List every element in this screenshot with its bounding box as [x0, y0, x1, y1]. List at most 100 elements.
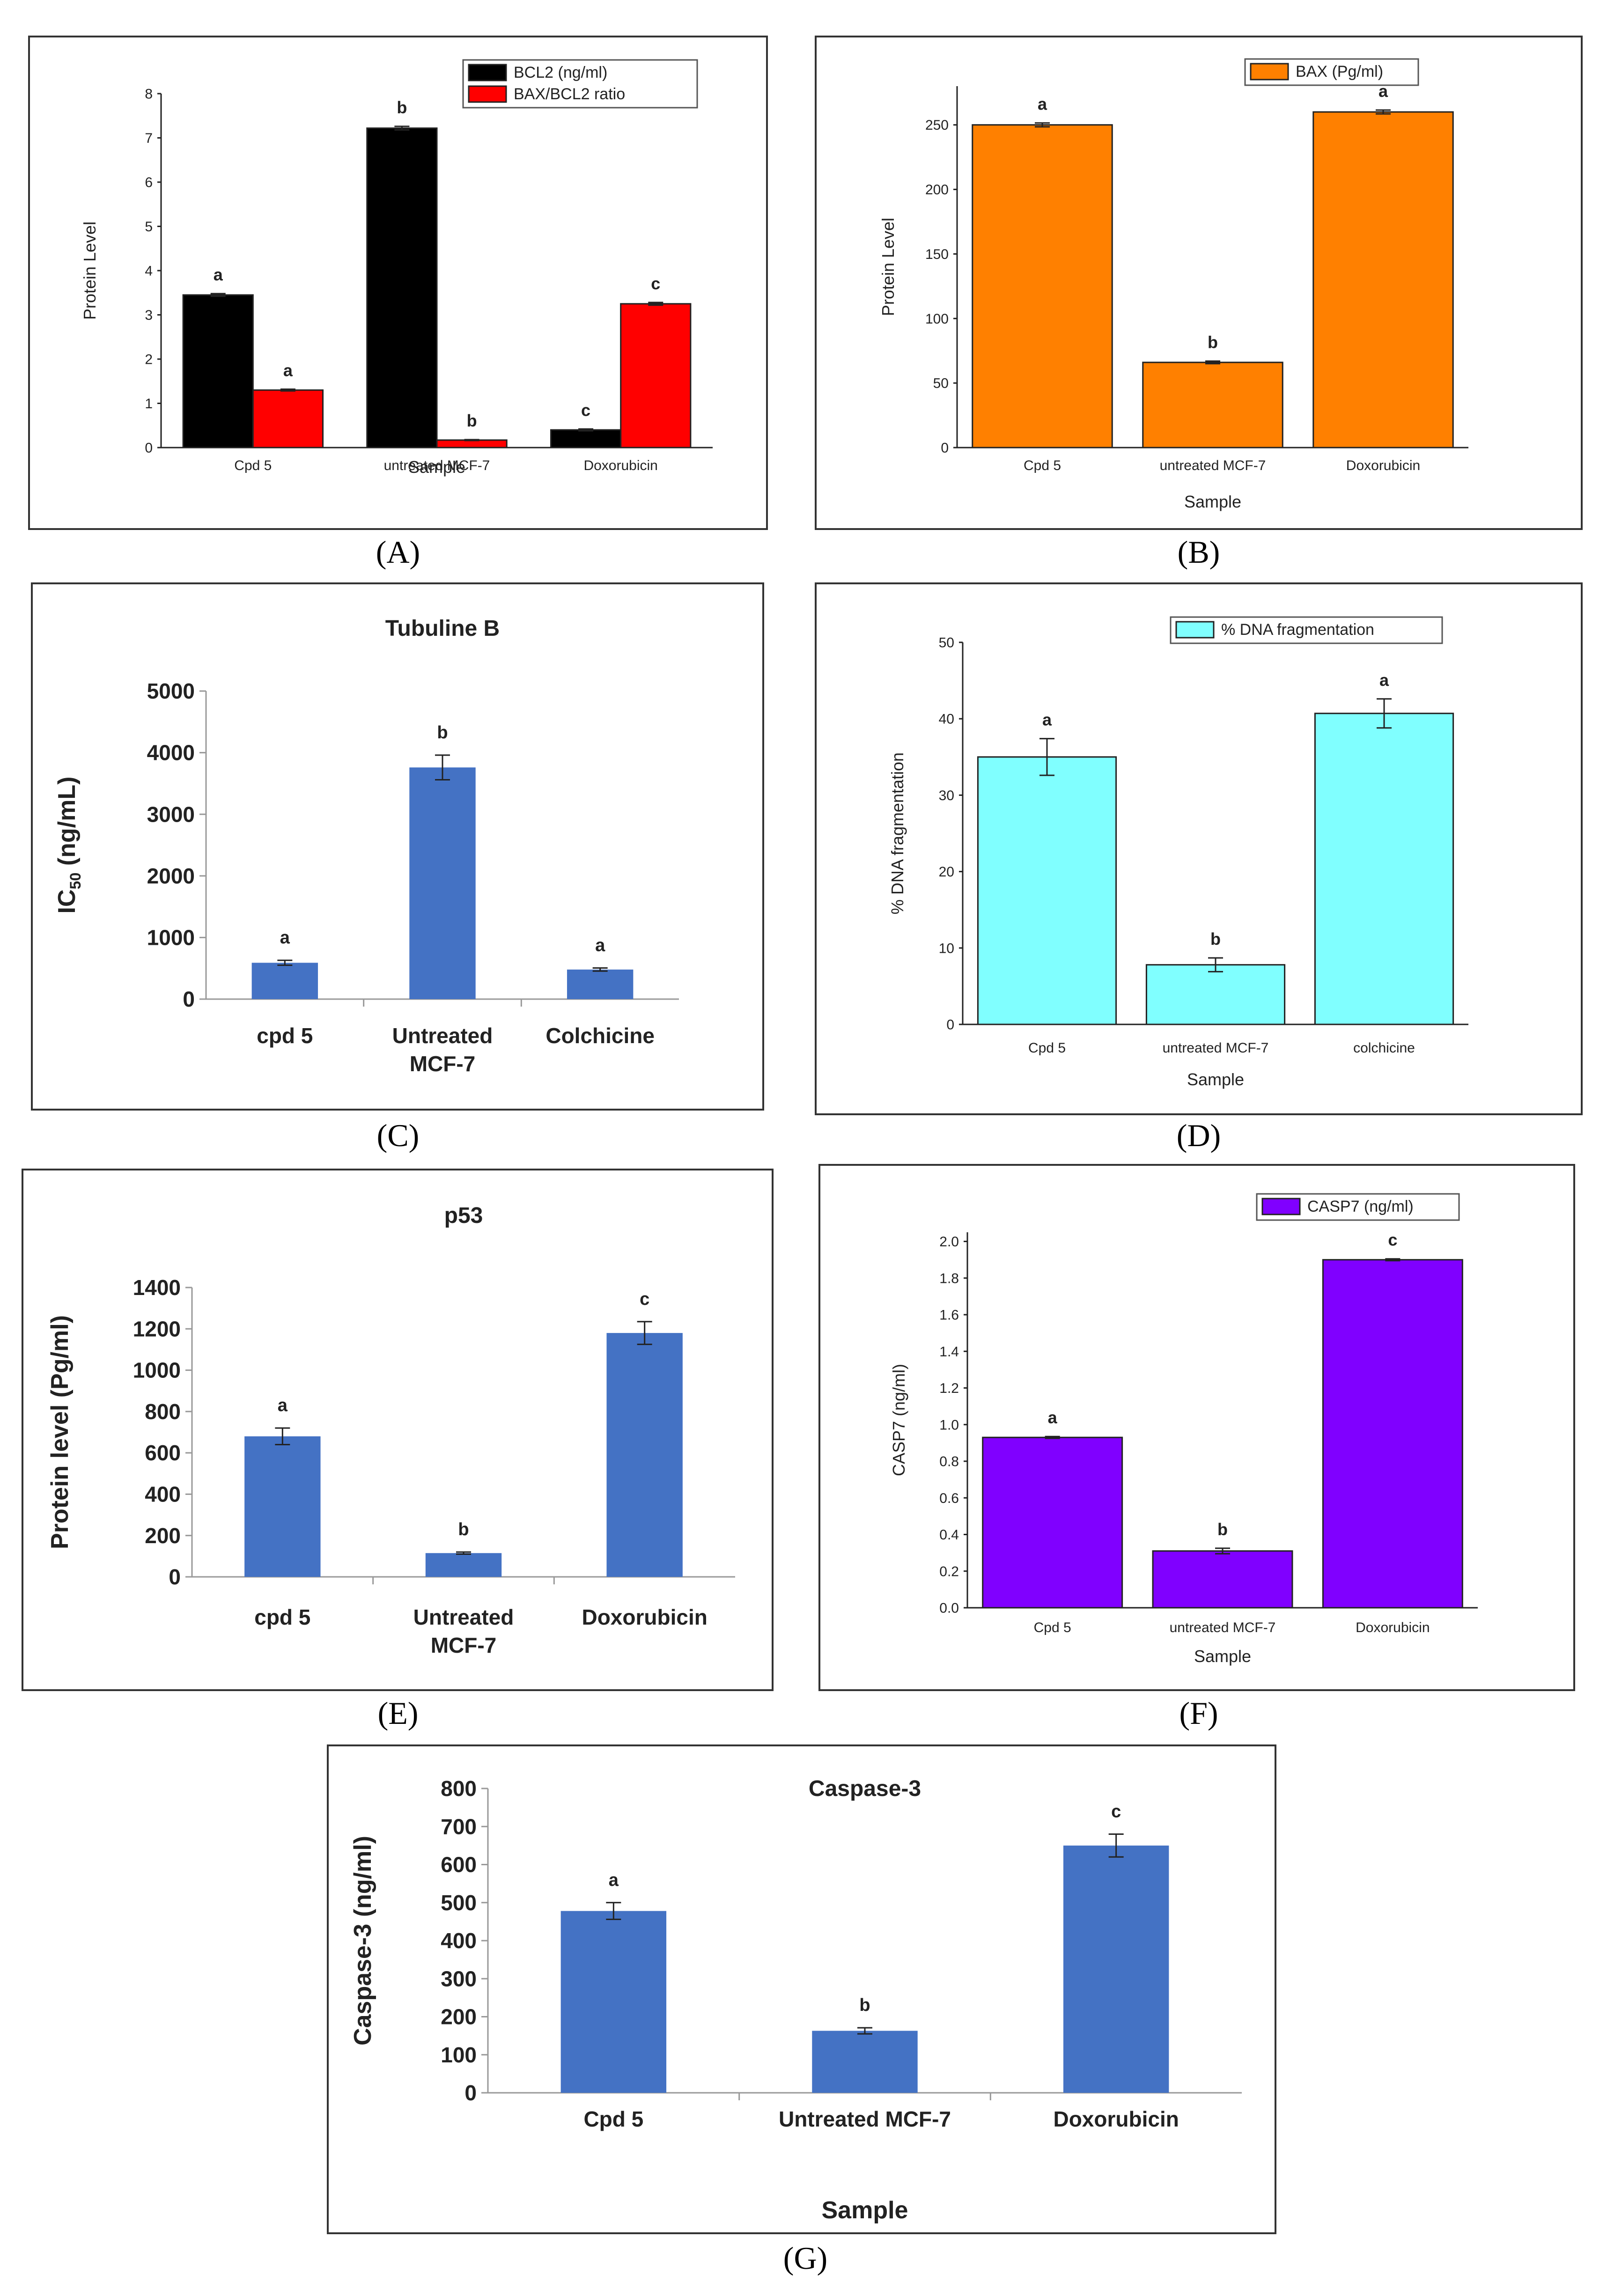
chart-panel-e: p53 0 200 400 600 800 1000 1200 1400 a b c cpd 5 Untr… — [22, 1169, 774, 1691]
chart-e-significance-letter: c — [640, 1289, 649, 1309]
chart-f-ytick-label: 1.8 — [939, 1271, 959, 1286]
chart-c-significance-letter: b — [437, 723, 448, 743]
chart-d-category-label: untreated MCF-7 — [1163, 1040, 1269, 1056]
chart-a-ytick-label: 0 — [145, 441, 153, 456]
chart-d-x-axis-label: Sample — [1187, 1070, 1244, 1089]
chart-b-ytick-label: 50 — [933, 376, 949, 391]
chart-b-category-label: Doxorubicin — [1346, 458, 1420, 473]
chart-b-legend-label: BAX (Pg/ml) — [1296, 63, 1383, 81]
chart-f-ytick-label: 2.0 — [939, 1234, 959, 1250]
chart-d-svg: 0 10 20 30 40 50 a b a Cpd 5 untreated MCF-7 colchi… — [888, 616, 1468, 1089]
chart-f-bar — [1152, 1550, 1293, 1609]
chart-c-bar — [567, 969, 634, 999]
chart-e-significance-letter: a — [278, 1396, 288, 1415]
chart-e-ytick-label: 800 — [145, 1399, 181, 1424]
chart-f-legend-label: CASP7 (ng/ml) — [1307, 1198, 1414, 1215]
chart-e-category-label: Untreated — [413, 1605, 514, 1629]
chart-a-ytick-label: 6 — [145, 175, 153, 191]
chart-g-ytick-label: 200 — [441, 2005, 477, 2029]
chart-f-significance-letter: c — [1388, 1230, 1397, 1250]
chart-g-ytick-label: 800 — [441, 1776, 477, 1801]
chart-c-bar — [251, 963, 318, 999]
chart-b-significance-letter: a — [1038, 95, 1047, 114]
chart-c-category-label: MCF-7 — [410, 1052, 476, 1076]
chart-f-ytick-label: 0.8 — [939, 1454, 959, 1470]
chart-e-ytick-label: 1400 — [133, 1275, 181, 1300]
chart-g-y-axis-label: Caspase-3 (ng/ml) — [349, 1836, 376, 2046]
chart-a-significance-letter: a — [214, 265, 223, 284]
chart-d-legend-swatch — [1175, 621, 1215, 639]
chart-d-category-label: Cpd 5 — [1028, 1040, 1066, 1056]
chart-e-title: p53 — [444, 1203, 483, 1228]
chart-b-y-axis-label: Protein Level — [878, 218, 898, 316]
chart-f-bar — [1322, 1259, 1463, 1609]
chart-d-significance-letter: a — [1042, 710, 1052, 729]
chart-c-y-axis-label: IC50 (ng/mL) — [53, 777, 84, 914]
chart-b-bar — [1312, 111, 1454, 449]
chart-f-legend-swatch — [1261, 1198, 1301, 1215]
chart-d-category-label: colchicine — [1353, 1040, 1415, 1056]
chart-f-significance-letter: a — [1048, 1408, 1058, 1427]
chart-f-category-label: Doxorubicin — [1356, 1620, 1430, 1635]
chart-e-category-label: cpd 5 — [254, 1605, 310, 1629]
chart-d-ytick-label: 0 — [946, 1017, 954, 1033]
chart-panel-b: 0 50 100 150 200 250 a b a Cpd 5 untreated MCF-7 Do… — [815, 36, 1583, 530]
panel-label-d: (D) — [1176, 1118, 1221, 1153]
chart-e: p53 0 200 400 600 800 1000 1200 1400 a b c cpd 5 Untr… — [46, 1203, 735, 1657]
chart-e-bar — [425, 1553, 502, 1577]
panel-label-b: (B) — [1177, 534, 1220, 570]
chart-b: 0 50 100 150 200 250 a b a Cpd 5 untreated MCF-7 Do… — [878, 58, 1468, 511]
chart-g-svg: Caspase-3 0 100 200 300 400 500 600 700 800 a b c Cpd… — [349, 1776, 1242, 2224]
chart-b-ytick-label: 100 — [925, 311, 949, 327]
chart-a-category-label: Doxorubicin — [583, 458, 657, 473]
chart-panel-g: Caspase-3 0 100 200 300 400 500 600 700 800 a b c Cpd… — [327, 1744, 1276, 2234]
chart-a-significance-letter: a — [283, 361, 293, 380]
chart-f-bar — [982, 1436, 1123, 1609]
chart-d-legend — [1170, 616, 1443, 644]
chart-c-ytick-label: 5000 — [147, 679, 195, 703]
chart-g: Caspase-3 0 100 200 300 400 500 600 700 800 a b c Cpd… — [349, 1776, 1242, 2224]
panel-label-a: (A) — [376, 534, 420, 570]
chart-a-category-label: Cpd 5 — [234, 458, 272, 473]
chart-a-bar — [620, 303, 692, 449]
chart-c-ytick-label: 0 — [183, 987, 195, 1011]
chart-a-significance-letter: c — [581, 400, 590, 419]
chart-c-svg: Tubuline B 0 1000 2000 3000 4000 5000 a b a cpd 5 U… — [53, 616, 679, 1076]
chart-g-bar — [560, 1911, 667, 2093]
chart-e-ytick-label: 1200 — [133, 1317, 181, 1341]
chart-e-ytick-label: 200 — [145, 1523, 181, 1548]
chart-a-x-axis-label: Sample — [408, 457, 465, 477]
chart-c-title: Tubuline B — [385, 616, 500, 641]
chart-b-bar — [1142, 361, 1283, 449]
chart-c-category-label: cpd 5 — [257, 1023, 313, 1048]
chart-g-ytick-label: 300 — [441, 1966, 477, 1991]
chart-a-ytick-label: 3 — [145, 308, 153, 323]
chart-f-svg: 0.0 0.2 0.4 0.6 0.8 1.0 1.2 1.4 1.6 1.8 2.0 a b c Cpd … — [889, 1193, 1478, 1666]
chart-f-ytick-label: 0.6 — [939, 1491, 959, 1506]
chart-f-y-axis-label: CASP7 (ng/ml) — [889, 1364, 908, 1476]
chart-c-significance-letter: a — [595, 936, 605, 956]
chart-a-legend-label: BCL2 (ng/ml) — [514, 64, 607, 81]
chart-b-bar — [972, 124, 1113, 449]
chart-g-category-label: Untreated MCF-7 — [779, 2107, 951, 2131]
chart-a-legend-swatch — [468, 85, 507, 103]
chart-a-ytick-label: 1 — [145, 396, 153, 412]
chart-a-significance-letter: b — [397, 98, 407, 117]
chart-f-ytick-label: 0.2 — [939, 1564, 959, 1579]
chart-d-ytick-label: 20 — [939, 864, 954, 880]
chart-f-ytick-label: 1.0 — [939, 1417, 959, 1433]
panel-label-f: (F) — [1179, 1695, 1218, 1731]
chart-e-category-label: Doxorubicin — [582, 1605, 707, 1629]
chart-b-svg: 0 50 100 150 200 250 a b a Cpd 5 untreated MCF-7 Do… — [878, 58, 1468, 511]
chart-panel-c: Tubuline B 0 1000 2000 3000 4000 5000 a b a cpd 5 U… — [31, 582, 764, 1111]
chart-a-ytick-label: 7 — [145, 131, 153, 146]
chart-e-category-label: MCF-7 — [431, 1633, 497, 1657]
chart-a-legend-label: BAX/BCL2 ratio — [514, 85, 625, 103]
chart-d-ytick-label: 10 — [939, 941, 954, 956]
chart-b-ytick-label: 250 — [925, 118, 949, 133]
chart-b-ytick-label: 200 — [925, 182, 949, 198]
chart-panel-f: 0.0 0.2 0.4 0.6 0.8 1.0 1.2 1.4 1.6 1.8 2.0 a b c Cpd … — [818, 1164, 1575, 1691]
chart-g-category-label: Cpd 5 — [583, 2107, 643, 2131]
chart-g-ytick-label: 600 — [441, 1853, 477, 1877]
chart-d: 0 10 20 30 40 50 a b a Cpd 5 untreated MCF-7 colchi… — [888, 616, 1468, 1089]
